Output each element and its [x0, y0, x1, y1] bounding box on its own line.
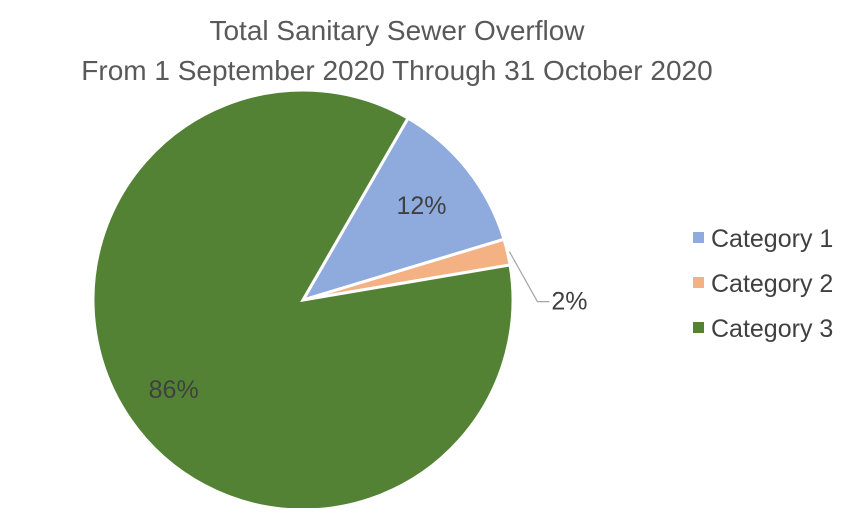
pie-slices [91, 88, 515, 512]
pie-slice-category-1 [299, 116, 506, 303]
data-label-category-2: 2% [551, 288, 587, 316]
legend-swatch-category-2 [693, 277, 704, 288]
data-label-category-1: 12% [396, 192, 446, 220]
legend-swatch-category-3 [693, 322, 704, 333]
leader-line [508, 251, 550, 303]
legend-label-category-3: Category 3 [711, 315, 833, 343]
legend: Category 1 Category 2 Category 3 [693, 225, 833, 343]
data-label-category-3: 86% [149, 376, 199, 404]
legend-swatch-category-1 [693, 232, 704, 243]
legend-label-category-1: Category 1 [711, 225, 833, 253]
pie-slice-category-3 [91, 88, 515, 512]
chart-title-line-2: From 1 September 2020 Through 31 October… [81, 55, 712, 86]
chart-title-line-1: Total Sanitary Sewer Overflow [209, 15, 585, 46]
legend-label-category-2: Category 2 [711, 270, 833, 298]
data-labels: 12% 2% 86% [149, 192, 588, 404]
